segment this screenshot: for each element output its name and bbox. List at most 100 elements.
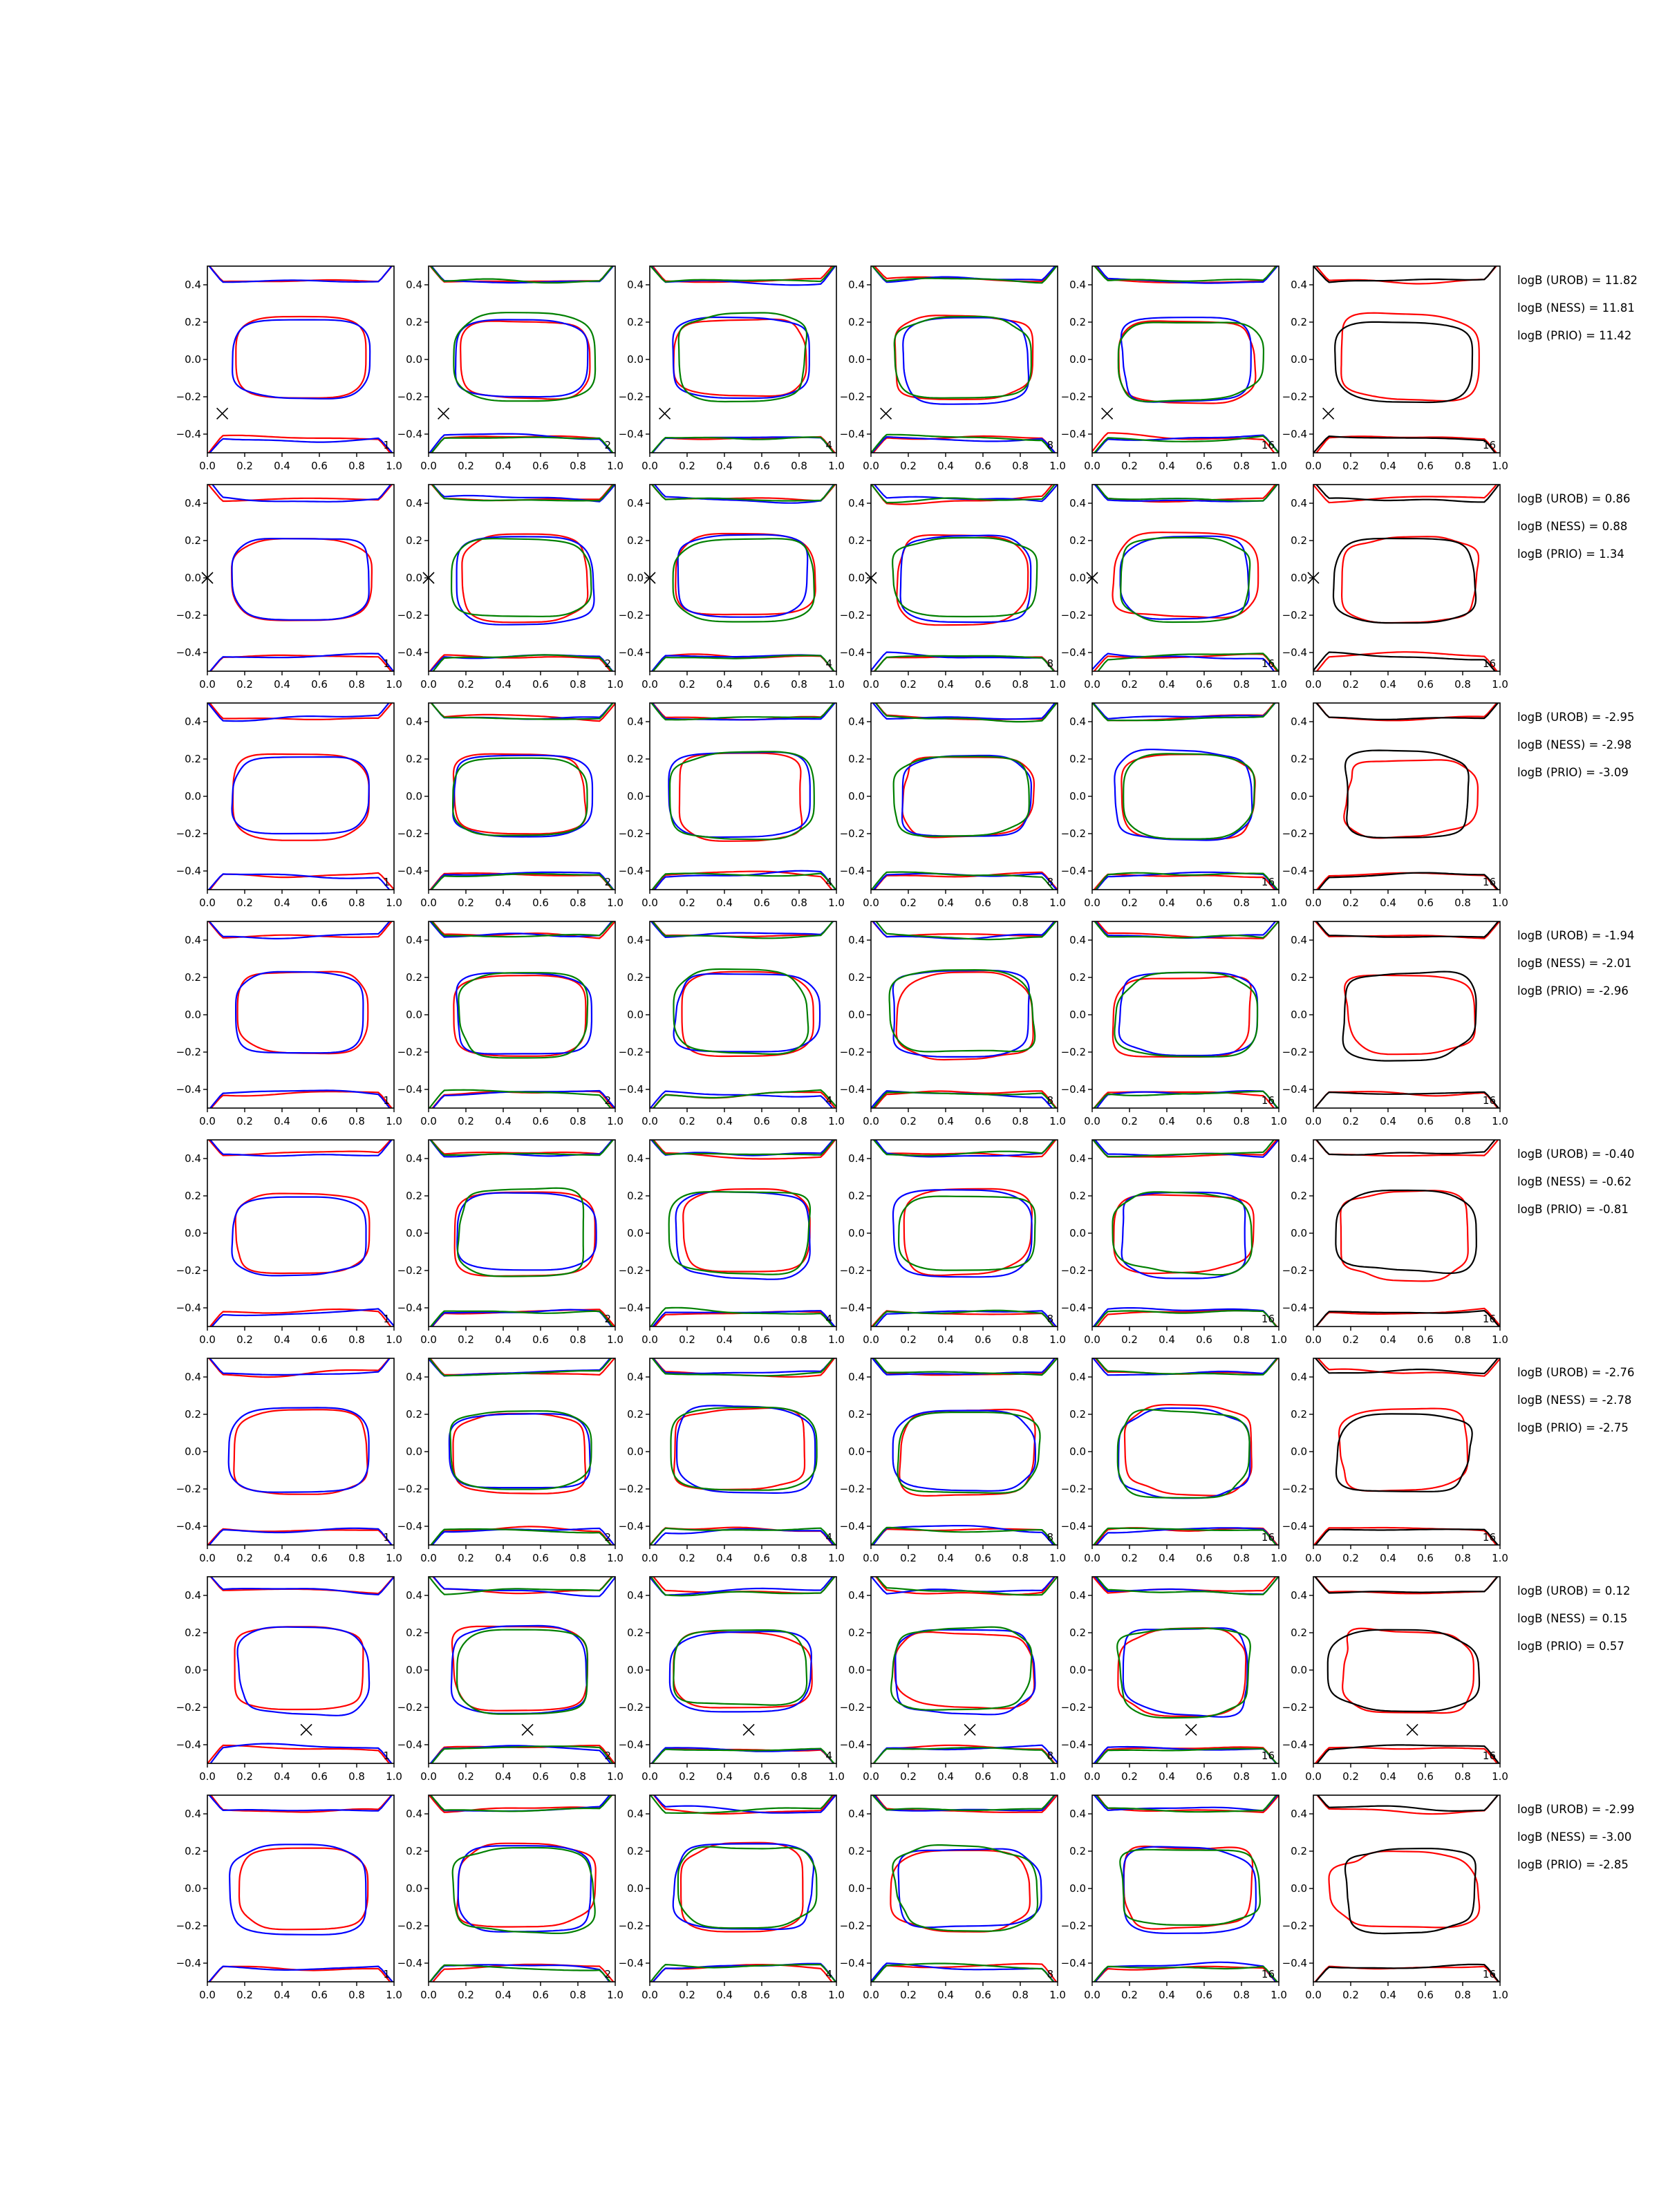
reference-marker (1406, 1723, 1418, 1736)
x-tick-label: 0.8 (1454, 1333, 1471, 1346)
series-green-bottom-boundary (871, 1526, 1057, 1545)
x-tick-label: 0.4 (495, 678, 512, 691)
series-black-bottom-boundary (1314, 1528, 1499, 1545)
panel-r2-c5: 0.0 0.2 0.4 0.6 0.8 1.0 0.4 0.2 0.0 −0.2 −0.4 16 (1061, 484, 1287, 691)
panel-lines (650, 1795, 836, 1982)
y-tick-label: 0.0 (406, 1009, 422, 1021)
panel-lines (429, 266, 615, 453)
series-black-top-boundary (1315, 485, 1500, 503)
x-tick-label: 0.8 (791, 460, 807, 472)
x-tick-label: 0.6 (975, 678, 991, 691)
series-blue-bottom-boundary (1092, 1307, 1277, 1327)
x-tick-label: 0.6 (311, 1770, 328, 1783)
x-tick-label: 0.6 (311, 1989, 328, 2001)
series-blue-inner-contour (668, 1631, 812, 1713)
reference-marker (1086, 572, 1098, 584)
x-tick-label: 0.2 (458, 1115, 474, 1127)
bayes-factor-label: logB (UROB) = 0.12 (1517, 1584, 1631, 1597)
x-tick-label: 0.6 (532, 1115, 549, 1127)
panel-r2-c1: 0.0 0.2 0.4 0.6 0.8 1.0 0.4 0.2 0.0 −0.2 −0.4 1 (176, 484, 402, 691)
x-tick-label: 0.0 (199, 1770, 216, 1783)
y-tick-label: 0.2 (848, 1190, 865, 1202)
x-tick-label: 0.0 (641, 897, 658, 909)
panel-number-label: 8 (1047, 439, 1053, 451)
x-tick-label: 1.0 (1492, 1770, 1508, 1783)
series-blue-top-boundary (872, 703, 1056, 720)
x-tick-label: 0.4 (937, 1989, 954, 2001)
panel-lines (871, 266, 1058, 453)
x-tick-label: 0.2 (1342, 1989, 1359, 2001)
series-green-top-boundary (875, 921, 1057, 941)
y-tick-label: −0.2 (619, 391, 644, 403)
y-tick-label: 0.0 (627, 572, 644, 584)
y-tick-label: 0.0 (1291, 1227, 1307, 1239)
x-tick-label: 0.0 (420, 1770, 437, 1783)
y-tick-label: 0.4 (1069, 1371, 1086, 1383)
panel-number-label: 16 (1262, 1750, 1275, 1762)
y-tick-label: −0.2 (1061, 1483, 1086, 1495)
y-tick-label: 0.4 (627, 279, 644, 291)
x-tick-label: 0.2 (236, 1552, 253, 1564)
y-tick-label: 0.2 (1069, 534, 1086, 547)
series-green-bottom-boundary (872, 1309, 1055, 1327)
bayes-factor-label: logB (UROB) = 11.82 (1517, 274, 1638, 287)
x-tick-label: 0.6 (1417, 460, 1434, 472)
y-tick-label: −0.4 (397, 1738, 422, 1751)
x-tick-label: 0.0 (420, 460, 437, 472)
x-tick-label: 0.6 (1196, 1115, 1212, 1127)
series-green-bottom-boundary (1093, 1090, 1279, 1108)
y-tick-label: −0.4 (397, 1520, 422, 1533)
series-blue-bottom-boundary (1094, 434, 1279, 453)
y-tick-label: 0.0 (185, 572, 201, 584)
x-tick-label: 0.6 (311, 1333, 328, 1346)
panel-r5-c5: 0.0 0.2 0.4 0.6 0.8 1.0 0.4 0.2 0.0 −0.2 −0.4 16 (1061, 1139, 1287, 1346)
series-blue-top-boundary (209, 1577, 394, 1595)
x-tick-label: 1.0 (828, 1115, 845, 1127)
y-tick-label: −0.4 (619, 1083, 644, 1096)
y-tick-label: −0.4 (1282, 1302, 1307, 1314)
x-tick-label: 1.0 (1492, 1333, 1508, 1346)
series-green-inner-contour (669, 751, 815, 841)
x-tick-label: 0.2 (679, 1552, 695, 1564)
y-tick-label: 0.2 (627, 1845, 644, 1857)
y-tick-label: −0.2 (840, 1264, 865, 1277)
series-red-bottom-boundary (1314, 1746, 1499, 1763)
series-black-inner-contour (1344, 749, 1470, 838)
series-green-inner-contour (1120, 536, 1251, 624)
series-green-top-boundary (429, 1140, 615, 1156)
series-green-top-boundary (430, 703, 615, 720)
y-tick-label: −0.2 (397, 609, 422, 621)
series-blue-top-boundary (1093, 1795, 1279, 1812)
y-tick-label: 0.0 (1069, 353, 1086, 366)
x-tick-label: 0.8 (791, 1115, 807, 1127)
x-tick-label: 0.4 (1159, 1770, 1175, 1783)
series-green-bottom-boundary (1097, 653, 1279, 671)
y-tick-label: 0.2 (848, 1408, 865, 1421)
y-tick-label: 0.0 (406, 790, 422, 803)
series-black-bottom-boundary (1313, 1091, 1500, 1108)
panel-number-label: 4 (825, 657, 832, 670)
series-green-inner-contour (458, 972, 589, 1059)
series-blue-inner-contour (457, 1845, 592, 1933)
x-tick-label: 0.0 (420, 897, 437, 909)
panel-lines (650, 266, 836, 453)
series-green-inner-contour (892, 536, 1038, 618)
y-tick-label: 0.4 (1291, 1589, 1307, 1602)
x-tick-label: 0.8 (791, 897, 807, 909)
x-tick-label: 0.8 (1233, 1115, 1250, 1127)
x-tick-label: 0.4 (274, 1770, 290, 1783)
y-tick-label: −0.2 (840, 827, 865, 840)
y-tick-label: 0.0 (848, 1227, 865, 1239)
series-blue-top-boundary (207, 703, 390, 722)
x-tick-label: 0.2 (679, 1770, 695, 1783)
y-tick-label: 0.2 (848, 316, 865, 328)
x-tick-label: 0.6 (311, 1115, 328, 1127)
x-tick-label: 0.6 (1417, 897, 1434, 909)
x-tick-label: 0.8 (348, 678, 365, 691)
x-tick-label: 0.4 (937, 678, 954, 691)
panel-r4-c2: 0.0 0.2 0.4 0.6 0.8 1.0 0.4 0.2 0.0 −0.2 −0.4 2 (397, 921, 624, 1127)
series-green-bottom-boundary (1092, 1527, 1277, 1545)
x-tick-label: 0.2 (458, 460, 474, 472)
y-tick-label: 0.2 (185, 316, 201, 328)
y-tick-label: 0.0 (1069, 1664, 1086, 1676)
